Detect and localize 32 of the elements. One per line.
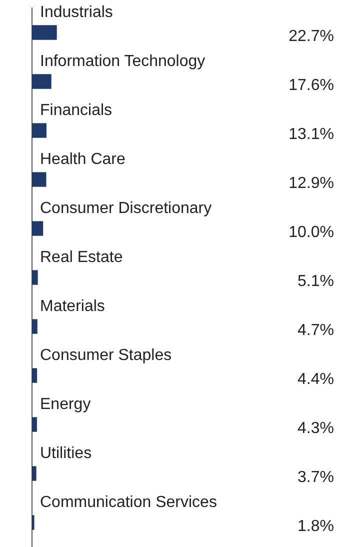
y-tick-label: Financials bbox=[40, 102, 112, 119]
bar bbox=[32, 417, 37, 432]
y-tick-label: Communication Services bbox=[40, 494, 217, 511]
bar bbox=[32, 368, 38, 383]
bar bbox=[32, 319, 38, 334]
data-label: 3.7% bbox=[298, 468, 334, 486]
data-label: 12.9% bbox=[288, 174, 334, 192]
y-tick-label: Energy bbox=[40, 396, 91, 413]
y-tick-label: Health Care bbox=[40, 150, 126, 168]
y-tick-label: Industrials bbox=[40, 4, 113, 21]
bar bbox=[32, 270, 38, 285]
y-tick-label: Materials bbox=[40, 298, 105, 315]
data-label: 5.1% bbox=[298, 272, 334, 290]
bar bbox=[32, 25, 57, 40]
data-label: 4.4% bbox=[298, 370, 334, 388]
data-label: 4.3% bbox=[298, 420, 334, 437]
data-label: 4.7% bbox=[298, 322, 334, 339]
data-label: 17.6% bbox=[288, 76, 334, 94]
y-tick-label: Consumer Staples bbox=[40, 346, 172, 364]
y-tick-label: Real Estate bbox=[40, 248, 123, 266]
bar bbox=[32, 172, 46, 187]
y-tick-label: Information Technology bbox=[40, 52, 206, 70]
bar bbox=[32, 466, 36, 481]
data-label: 22.7% bbox=[288, 28, 334, 45]
y-tick-label: Utilities bbox=[40, 444, 92, 462]
data-label: 13.1% bbox=[288, 126, 334, 143]
bar bbox=[32, 74, 52, 89]
data-label: 10.0% bbox=[288, 224, 334, 241]
y-tick-label: Consumer Discretionary bbox=[40, 200, 212, 217]
data-label: 1.8% bbox=[298, 518, 334, 535]
bar bbox=[32, 221, 44, 236]
bar bbox=[32, 123, 46, 138]
